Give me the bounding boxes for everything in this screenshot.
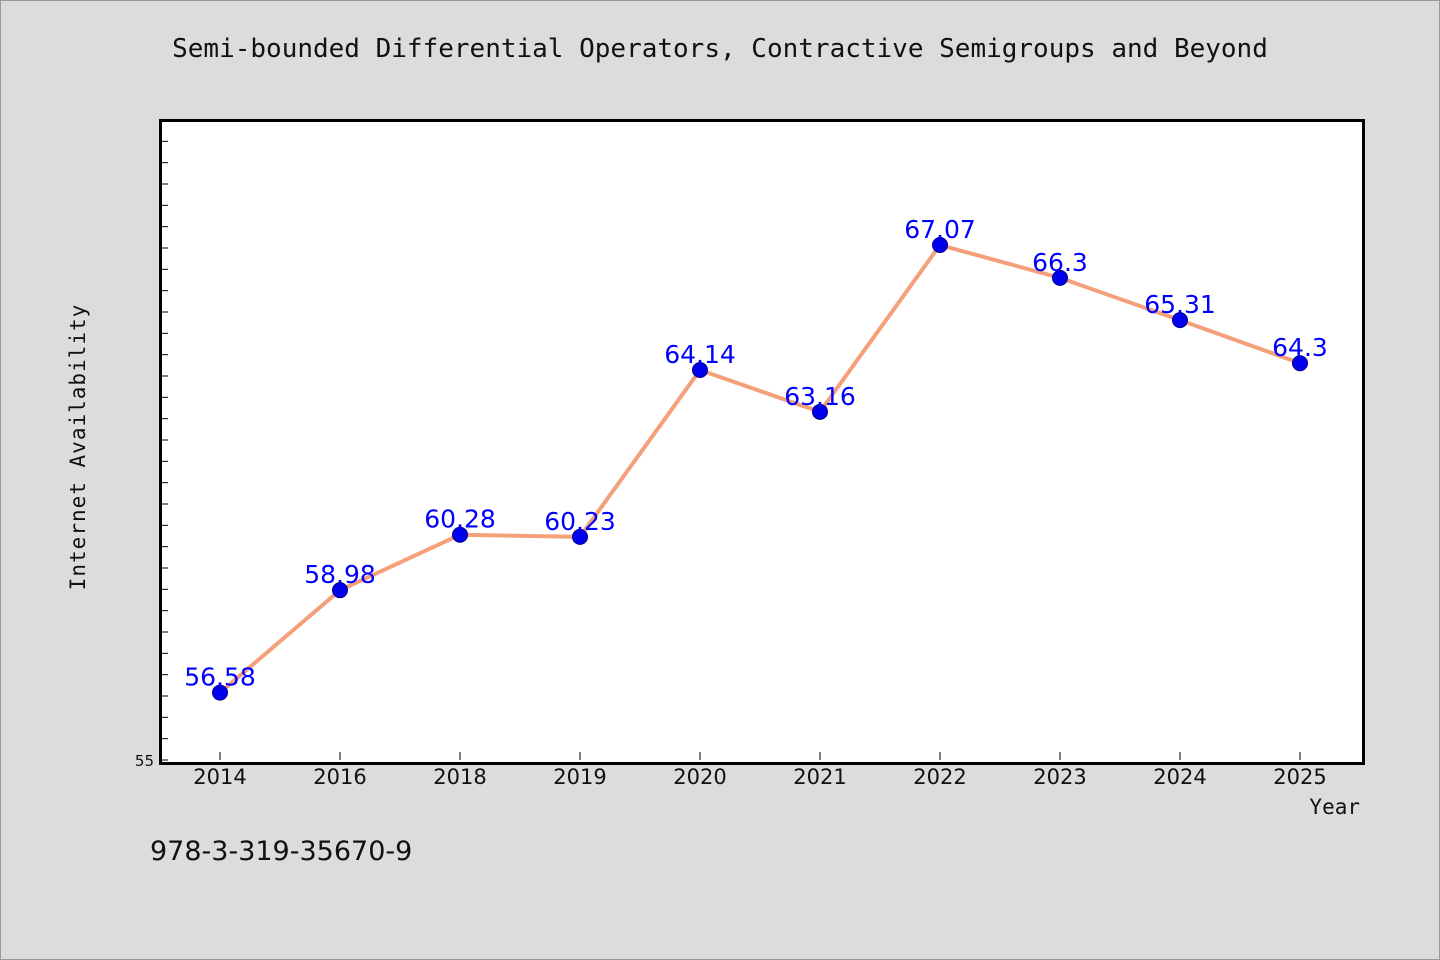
x-tick-label: 2025 [1273,765,1326,789]
x-tick-label: 2023 [1033,765,1086,789]
x-tick-label: 2019 [553,765,606,789]
data-label: 66.3 [1032,248,1088,277]
data-point [332,582,348,599]
data-point [452,526,468,543]
data-point [212,684,228,701]
x-tick-label: 2021 [793,765,846,789]
data-point [572,528,588,545]
chart-title: Semi-bounded Differential Operators, Con… [172,34,1268,64]
data-label: 60.28 [424,505,496,534]
isbn-text: 978-3-319-35670-9 [150,836,413,867]
data-label: 63.16 [784,382,856,411]
data-label: 60.23 [544,507,616,536]
y-axis-label: Internet Availability [66,303,90,591]
data-label: 65.31 [1144,290,1216,319]
x-tick-label: 2022 [913,765,966,789]
data-point [932,237,948,254]
x-tick-label: 2024 [1153,765,1206,789]
series-line [218,243,1302,695]
data-point [1172,312,1188,329]
y-tick-label: 55 [135,752,154,770]
data-label: 64.3 [1272,333,1328,362]
data-point [1292,355,1308,372]
data-point [692,362,708,379]
data-label: 67.07 [904,215,976,244]
data-label: 56.58 [184,663,256,692]
x-tick-label: 2018 [433,765,486,789]
x-tick-label: 2020 [673,765,726,789]
data-point [812,403,828,420]
data-label: 64.14 [664,340,736,369]
x-axis-label: Year [1309,795,1360,819]
x-tick-label: 2016 [313,765,366,789]
data-label: 58.98 [304,560,376,589]
data-point [1052,269,1068,286]
x-tick-label: 2014 [193,765,246,789]
plot-area [159,119,1365,765]
